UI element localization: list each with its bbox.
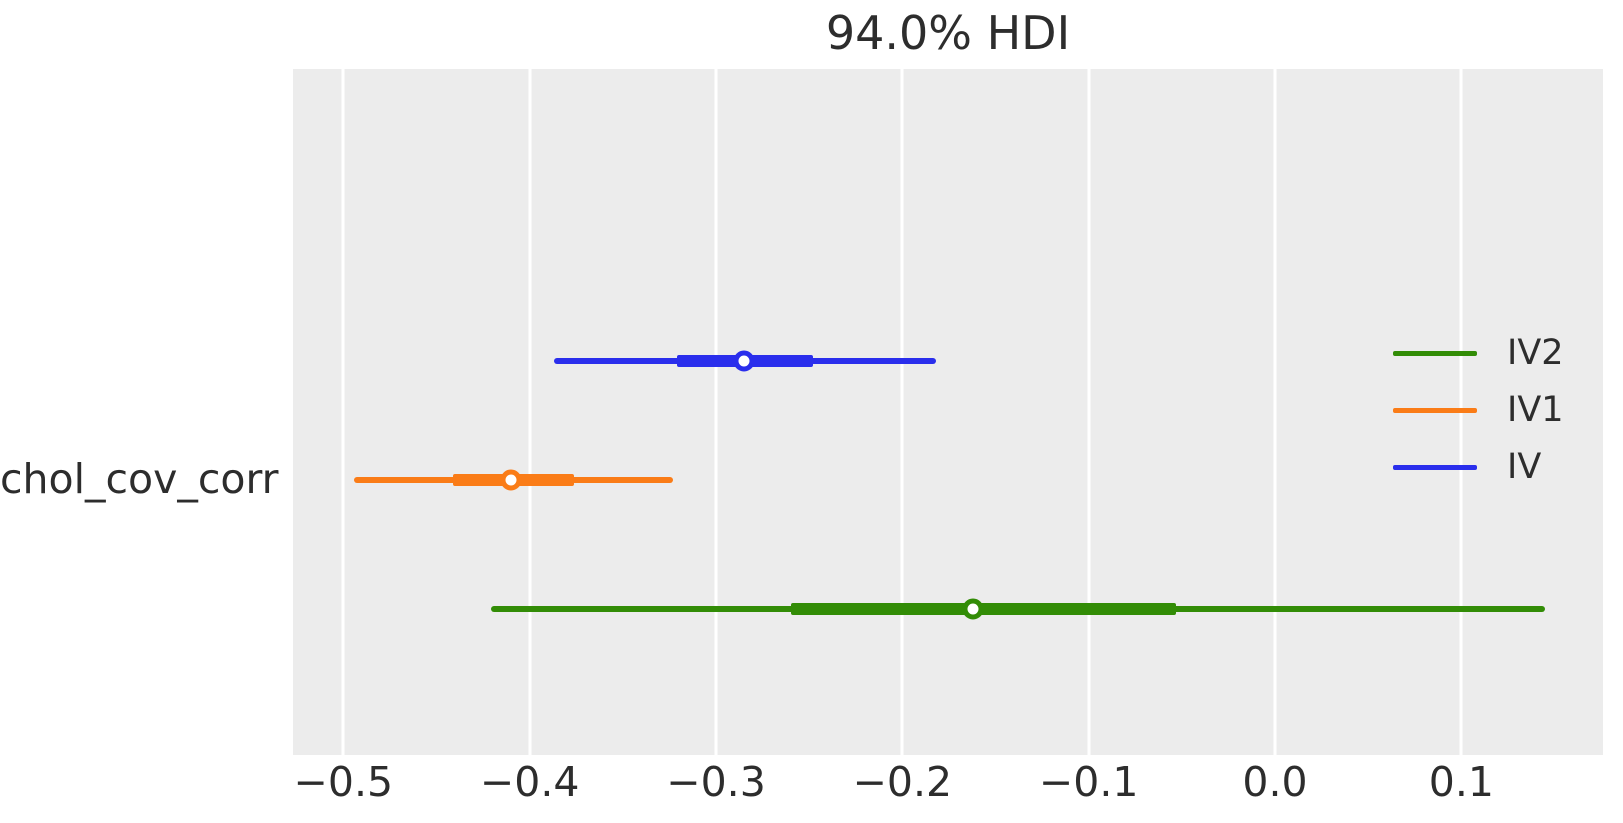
legend-label: IV1 [1507, 390, 1564, 430]
iv2-median-marker [962, 598, 984, 620]
gridline [900, 69, 904, 755]
gridline [1087, 69, 1091, 755]
legend: IV2 IV1 IV [1393, 325, 1564, 496]
gridline [1273, 69, 1277, 755]
gridline [528, 69, 532, 755]
chart-title: 94.0% HDI [825, 6, 1071, 60]
iv-median-marker [733, 350, 755, 372]
legend-item-iv: IV [1393, 439, 1564, 496]
x-tick-label: −0.4 [479, 758, 580, 806]
y-tick-label: chol_cov_corr [0, 455, 279, 503]
legend-line-swatch [1393, 465, 1477, 470]
iv1-median-marker [500, 469, 522, 491]
legend-label: IV2 [1507, 333, 1564, 373]
gridline [714, 69, 718, 755]
x-tick-label: 0.0 [1242, 758, 1308, 806]
x-tick-label: −0.2 [852, 758, 953, 806]
legend-label: IV [1507, 447, 1542, 487]
legend-line-swatch [1393, 408, 1477, 413]
legend-item-iv2: IV2 [1393, 325, 1564, 382]
x-tick-label: 0.1 [1428, 758, 1494, 806]
legend-line-swatch [1393, 351, 1477, 356]
x-tick-label: −0.5 [293, 758, 394, 806]
legend-item-iv1: IV1 [1393, 382, 1564, 439]
gridline [341, 69, 345, 755]
x-tick-label: −0.1 [1038, 758, 1139, 806]
x-tick-label: −0.3 [666, 758, 766, 806]
